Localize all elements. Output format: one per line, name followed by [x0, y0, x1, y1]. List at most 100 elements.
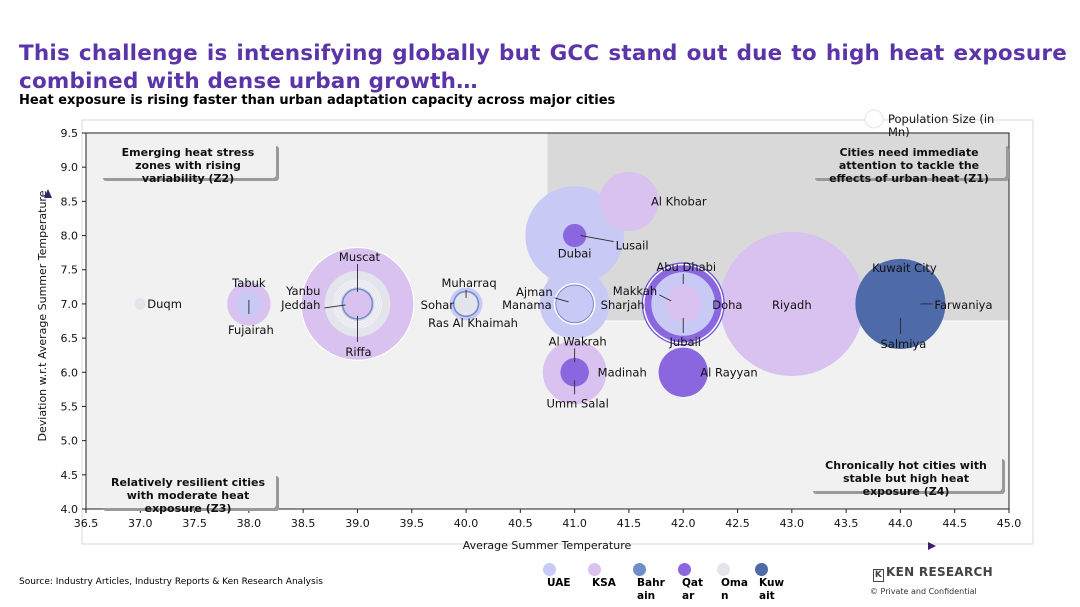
- city-label-madinah: Madinah: [598, 365, 647, 379]
- x-tick-label: 40.5: [508, 517, 533, 530]
- quadrant-note-line: Chronically hot cities with: [825, 459, 987, 472]
- quadrant-note-line: with moderate heat: [127, 489, 250, 502]
- y-tick-label: 6.5: [61, 332, 79, 345]
- x-tick-label: 45.0: [997, 517, 1022, 530]
- y-tick-label: 7.5: [61, 264, 79, 277]
- y-tick-label: 9.0: [61, 161, 79, 174]
- bubble-ajman: [556, 285, 594, 323]
- x-tick-label: 39.5: [400, 517, 425, 530]
- bubble-sohar: [454, 292, 478, 316]
- x-axis-arrow-icon: [928, 542, 936, 550]
- quadrant-note-z1: Cities need immediate attention to tackle…: [812, 143, 1009, 185]
- quadrant-note-box: [100, 473, 276, 508]
- x-axis-label: Average Summer Temperature: [463, 539, 632, 552]
- quadrant-note-line: exposure (Z4): [863, 485, 950, 498]
- bubble-umm-salal: [566, 364, 583, 381]
- city-label-sharjah: Sharjah: [601, 298, 645, 312]
- legend-swatch-icon: [588, 563, 601, 576]
- legend-label: KSA: [592, 577, 616, 589]
- quadrant-note-line: Emerging heat stress: [122, 146, 255, 159]
- city-label-doha: Doha: [712, 298, 742, 312]
- quadrant-note-text: Cities need immediate attention to tackle…: [829, 146, 989, 185]
- x-tick-label: 36.5: [74, 517, 99, 530]
- quadrant-note-text: Emerging heat stress zones with rising var…: [122, 146, 255, 185]
- quadrant-note-line: zones with rising: [135, 159, 241, 172]
- city-label-manama: Manama: [502, 298, 552, 312]
- logo-text: KEN RESEARCH: [886, 565, 993, 579]
- city-label-umm-salal: Umm Salal: [547, 396, 609, 410]
- bubble-lusail: [563, 223, 587, 248]
- size-legend-line: Mn): [888, 125, 910, 139]
- legend-swatch-icon: [543, 563, 556, 576]
- city-label-farwaniya: Farwaniya: [934, 298, 992, 312]
- y-tick-label: 6.0: [61, 366, 79, 379]
- city-label-dubai: Dubai: [558, 247, 592, 261]
- ken-research-logo: K KEN RESEARCH: [873, 565, 993, 582]
- page-subtitle: Heat exposure is rising faster than urba…: [19, 93, 616, 108]
- x-tick-label: 38.0: [237, 517, 262, 530]
- quadrant-note-z2: Emerging heat stress zones with rising var…: [100, 143, 279, 185]
- quadrant-note-line: exposure (Z3): [145, 502, 232, 515]
- y-axis-arrow-icon: [44, 189, 52, 198]
- y-tick-label: 4.0: [61, 503, 79, 516]
- leader-line-lusail: [580, 235, 614, 242]
- x-tick-label: 44.0: [888, 517, 913, 530]
- x-tick-label: 40.0: [454, 517, 479, 530]
- city-label-jubail: Jubail: [669, 335, 701, 349]
- x-tick-label: 44.5: [942, 517, 967, 530]
- size-legend-label: Population Size (in Mn): [888, 112, 994, 139]
- city-label-al-rayyan: Al Rayyan: [700, 365, 757, 379]
- quadrant-note-line: Cities need immediate: [839, 146, 978, 159]
- quadrant-note-line: Relatively resilient cities: [111, 476, 265, 489]
- size-legend-line: Population Size (in: [888, 112, 994, 126]
- y-tick-label: 8.0: [61, 230, 79, 243]
- city-label-kuwait-city: Kuwait City: [872, 261, 937, 275]
- legend-label: Kuwait: [759, 577, 785, 602]
- legend-label: Bahrain: [637, 577, 665, 602]
- y-tick-label: 9.5: [61, 127, 79, 140]
- city-label-al-wakrah: Al Wakrah: [549, 334, 607, 348]
- bubble-duqm: [134, 298, 147, 310]
- size-legend-icon: [864, 109, 884, 129]
- x-tick-label: 37.5: [182, 517, 207, 530]
- source-note: Source: Industry Articles, Industry Repo…: [19, 577, 323, 587]
- bubble-jubail: [664, 285, 702, 323]
- legend-swatch-icon: [755, 563, 768, 576]
- leader-line-ajman: [554, 297, 569, 303]
- city-label-sohar: Sohar: [421, 298, 455, 312]
- page-title: This challenge is intensifying globally …: [19, 41, 1067, 94]
- legend-swatch-icon: [633, 563, 646, 576]
- x-tick-label: 38.5: [291, 517, 316, 530]
- quadrant-note-text: Chronically hot cities with stable but hi…: [825, 459, 987, 498]
- x-tick-label: 42.5: [725, 517, 750, 530]
- bubble-al-khobar: [599, 171, 659, 232]
- y-tick-label: 8.5: [61, 195, 79, 208]
- plot-frame: [85, 132, 1010, 510]
- city-label-abu-dhabi: Abu Dhabi: [656, 260, 716, 274]
- x-tick-label: 41.0: [562, 517, 587, 530]
- city-label-ajman: Ajman: [516, 285, 553, 299]
- legend-swatch-icon: [678, 563, 691, 576]
- city-label-riffa: Riffa: [345, 345, 371, 359]
- quadrant-note-line: variability (Z2): [142, 172, 234, 185]
- x-tick-label: 41.5: [617, 517, 642, 530]
- legend-label: Oman: [721, 577, 748, 602]
- legend-label: Qatar: [682, 577, 704, 602]
- quadrant-note-box: [812, 143, 1006, 178]
- bubble-salmiya: [886, 289, 915, 319]
- bubble-al-rayyan: [658, 347, 708, 397]
- city-label-muscat: Muscat: [339, 250, 381, 264]
- quadrant-note-line: effects of urban heat (Z1): [829, 172, 989, 185]
- quadrant-note-z3: Relatively resilient cities with moderate…: [100, 473, 279, 515]
- leader-line-jeddah: [324, 304, 346, 309]
- city-label-lusail: Lusail: [616, 239, 649, 253]
- legend-swatch-icon: [717, 563, 730, 576]
- city-label-yanbu: Yanbu: [285, 284, 320, 298]
- city-label-salmiya: Salmiya: [881, 337, 927, 351]
- logo-mark: K: [873, 569, 884, 582]
- x-tick-label: 37.0: [128, 517, 153, 530]
- bubble-riyadh: [719, 231, 864, 377]
- city-label-jeddah: Jeddah: [280, 298, 320, 312]
- x-tick-label: 43.0: [780, 517, 805, 530]
